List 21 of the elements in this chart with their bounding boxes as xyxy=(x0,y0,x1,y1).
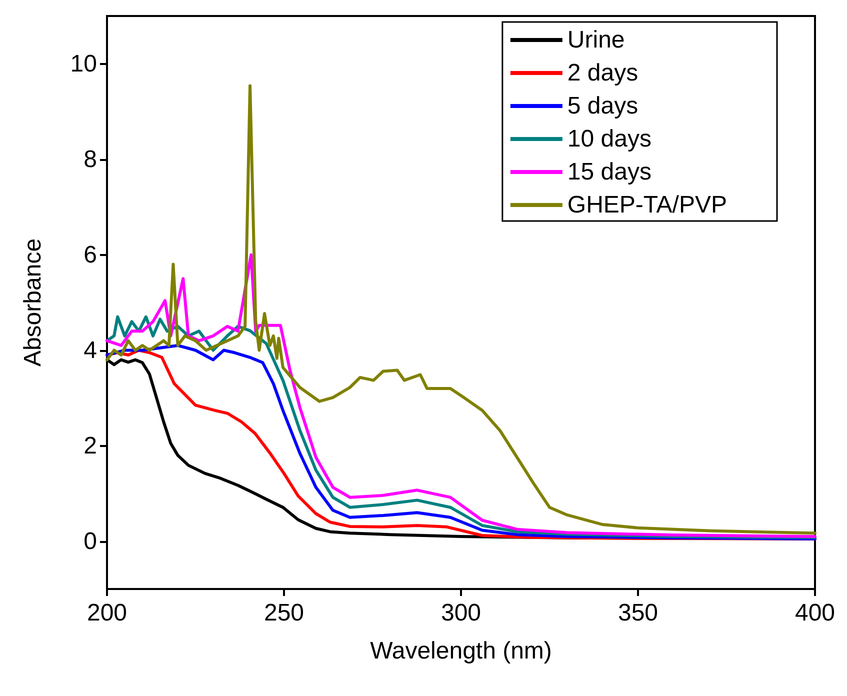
line-series xyxy=(106,84,816,535)
y-tick-label: 2 xyxy=(84,432,97,460)
x-tick-label: 350 xyxy=(618,600,658,626)
x-tick-label: 300 xyxy=(440,600,482,626)
x-tick-label: 250 xyxy=(264,600,304,626)
legend-label: Urine xyxy=(567,26,625,54)
line-series xyxy=(106,253,816,538)
x-tick-label: 400 xyxy=(794,600,836,626)
y-tick-label: 4 xyxy=(84,336,97,364)
legend-label: GHEP-TA/PVP xyxy=(567,192,728,218)
x-tick-label: 200 xyxy=(86,600,128,626)
legend-label: 10 days xyxy=(567,126,652,152)
y-tick-label: 6 xyxy=(84,241,97,268)
legend-label: 15 days xyxy=(567,158,652,186)
y-tick-label: 0 xyxy=(84,528,97,555)
y-tick-label: 8 xyxy=(84,146,97,173)
x-axis-title: Wavelength (nm) xyxy=(370,638,552,664)
y-tick-label: 10 xyxy=(70,50,97,78)
legend-label: 5 days xyxy=(567,92,638,120)
y-axis-title: Absorbance xyxy=(20,238,46,367)
legend-label: 2 days xyxy=(567,60,638,86)
